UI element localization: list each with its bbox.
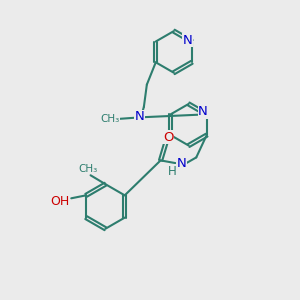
Text: CH₃: CH₃ <box>100 114 119 124</box>
Text: N: N <box>182 34 192 46</box>
Text: N: N <box>198 106 208 118</box>
Text: N: N <box>176 157 186 170</box>
Text: O: O <box>163 131 174 144</box>
Text: N: N <box>134 110 144 123</box>
Text: CH₃: CH₃ <box>78 164 97 174</box>
Text: OH: OH <box>50 195 70 208</box>
Text: H: H <box>168 165 177 178</box>
